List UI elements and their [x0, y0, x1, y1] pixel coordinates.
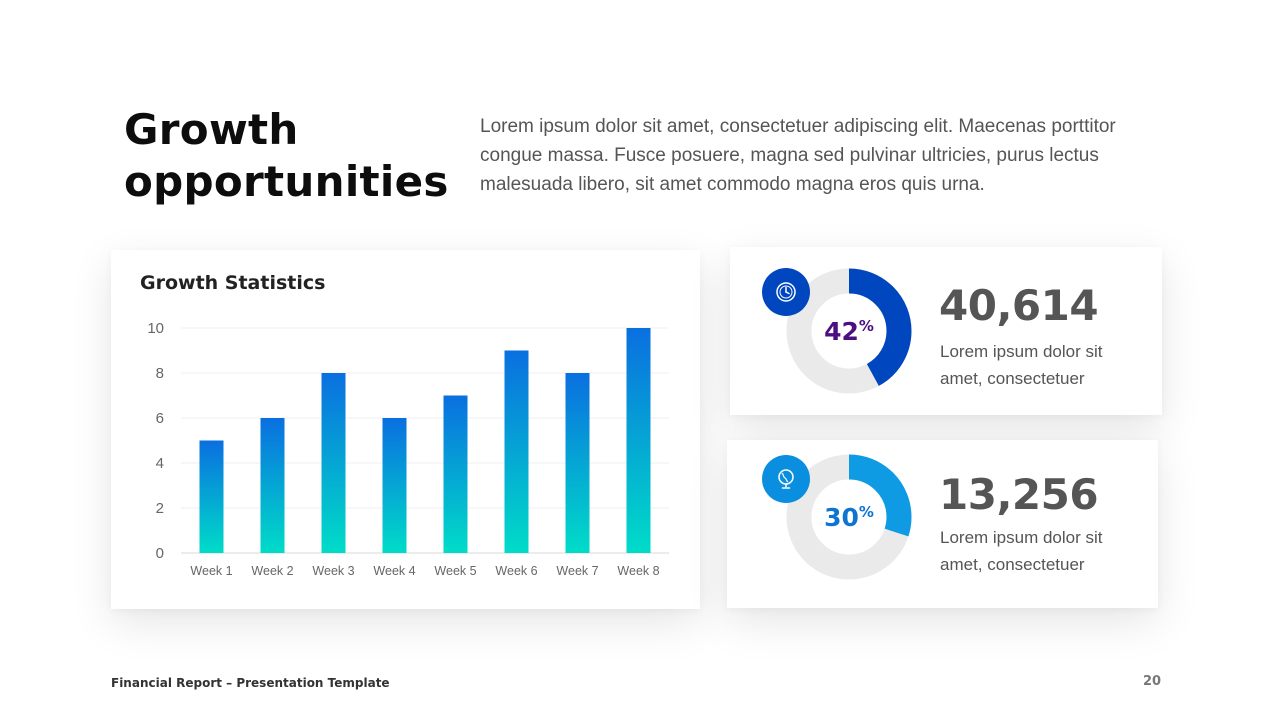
stat-icon-badge-1 — [762, 268, 810, 316]
chart-card: Growth Statistics 0 2 4 6 8 10 Week 1 Week 2 Wee… — [111, 250, 700, 609]
x-tick-label: Week 8 — [617, 564, 659, 578]
donut-percent-label: 30% — [824, 503, 874, 532]
percent-sign: % — [859, 503, 874, 521]
x-tick-label: Week 4 — [373, 564, 415, 578]
stat-value-1: 40,614 — [939, 281, 1099, 330]
intro-text: Lorem ipsum dolor sit amet, consectetuer… — [480, 116, 1116, 195]
donut-chart-2: 30% — [786, 454, 912, 580]
x-tick-label: Week 1 — [190, 564, 232, 578]
bar — [199, 440, 224, 553]
donut-chart-1: 42% — [786, 268, 912, 394]
chart-title: Growth Statistics — [140, 272, 326, 294]
bar — [443, 395, 468, 553]
stat-value-2: 13,256 — [939, 470, 1099, 519]
y-tick-label: 10 — [147, 320, 164, 337]
donut-arc — [786, 268, 912, 394]
y-tick-label: 8 — [156, 365, 164, 382]
y-tick-label: 2 — [156, 500, 164, 517]
x-tick-label: Week 6 — [495, 564, 537, 578]
page-number: 20 — [1143, 674, 1162, 689]
stat-card-2: 30% 13,256 Lorem ipsum dolor sit amet, c… — [727, 440, 1158, 608]
bar — [565, 373, 590, 553]
x-tick-label: Week 5 — [434, 564, 476, 578]
x-tick-label: Week 7 — [556, 564, 598, 578]
x-tick-label: Week 3 — [312, 564, 354, 578]
stat-desc-2: Lorem ipsum dolor sit amet, consectetuer — [940, 528, 1103, 574]
y-tick-label: 0 — [156, 545, 164, 562]
percent-value: 42 — [824, 317, 859, 346]
bar — [321, 373, 346, 553]
y-tick-label: 6 — [156, 410, 164, 427]
donut-percent-label: 42% — [824, 317, 874, 346]
bar-chart: 0 2 4 6 8 10 Week 1 Week 2 Week 3 Week 4 Week 5 Wee… — [147, 320, 669, 578]
footer-text: Financial Report – Presentation Template — [111, 676, 390, 690]
stat-desc-1: Lorem ipsum dolor sit amet, consectetuer — [940, 342, 1103, 388]
stat-icon-badge-2 — [762, 455, 810, 503]
percent-value: 30 — [824, 503, 859, 532]
stat-card-1: 42% 40,614 Lorem ipsum dolor sit amet, c… — [730, 247, 1162, 415]
bar — [260, 418, 285, 553]
bar — [504, 350, 529, 553]
slide-title: Growth opportunities — [124, 105, 449, 206]
x-tick-label: Week 2 — [251, 564, 293, 578]
bar — [382, 418, 407, 553]
donut-arc — [786, 454, 912, 580]
y-tick-label: 4 — [156, 455, 164, 472]
percent-sign: % — [859, 317, 874, 335]
clock-icon — [776, 282, 796, 302]
globe-icon — [778, 469, 794, 489]
bar — [626, 328, 651, 553]
